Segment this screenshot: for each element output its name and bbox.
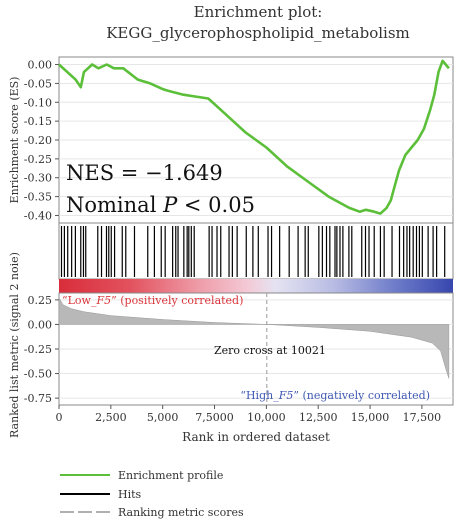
enrichment-profile-line — [58, 59, 450, 215]
xtick-label: 12,500 — [299, 411, 338, 424]
zero-cross-label: Zero cross at 10021 — [214, 344, 326, 357]
es-ytick-label: -0.10 — [24, 96, 52, 109]
xtick-label: 0 — [56, 411, 63, 424]
pvalue-italic: P — [162, 193, 178, 217]
high-correlated-label: “High_F5” (negatively correlated) — [240, 389, 430, 402]
high-label-prefix: “High_ — [240, 389, 279, 402]
hits-panel — [58, 222, 454, 280]
legend-label-enrichment: Enrichment profile — [118, 469, 223, 482]
metric-ytick-label: -0.50 — [24, 368, 52, 381]
metric-ytick-label: 0.00 — [28, 318, 53, 331]
legend-label-metric: Ranking metric scores — [118, 506, 244, 519]
es-ytick-label: -0.40 — [24, 209, 52, 222]
ranking-metric-area — [58, 296, 450, 379]
es-y-label: Enrichment score (ES) — [8, 77, 21, 204]
pvalue-prefix: Nominal — [66, 193, 163, 217]
metric-y-ticks: 0.25 0.00 -0.25 -0.50 -0.75 — [24, 294, 59, 405]
es-ytick-label: -0.35 — [24, 191, 52, 204]
xtick-label: 10,000 — [247, 411, 286, 424]
metric-ytick-label: 0.25 — [28, 294, 53, 307]
pvalue-text: Nominal P < 0.05 — [66, 193, 255, 217]
es-ytick-label: -0.05 — [24, 77, 52, 90]
hits-group — [60, 226, 446, 277]
chart-title-line1: Enrichment plot: — [194, 3, 323, 21]
x-axis-label: Rank in ordered dataset — [182, 430, 330, 444]
es-ytick-label: -0.15 — [24, 115, 52, 128]
low-label-suffix: ” (positively correlated) — [111, 294, 243, 307]
high-label-italic: F5 — [278, 389, 294, 402]
chart-title-line2: KEGG_glycerophospholipid_metabolism — [106, 24, 410, 42]
low-label-prefix: “Low_ — [62, 294, 97, 307]
low-label-italic: F5 — [95, 294, 111, 307]
metric-ytick-label: -0.25 — [24, 343, 52, 356]
nes-text: NES = −1.649 — [66, 161, 223, 185]
metric-y-label: Ranked list metric (signal 2 noie) — [8, 252, 21, 438]
xtick-label: 2,500 — [95, 411, 127, 424]
pvalue-suffix: < 0.05 — [177, 193, 255, 217]
es-ytick-label: -0.30 — [24, 172, 52, 185]
xtick-label: 15,000 — [351, 411, 390, 424]
es-grid — [59, 64, 453, 216]
low-correlated-label: “Low_F5” (positively correlated) — [62, 294, 243, 307]
es-ytick-label: 0.00 — [28, 59, 53, 72]
x-ticks: 0 2,500 5,000 7,5000 10,000 12,500 15,000 17,50… — [56, 405, 442, 424]
xtick-label: 5,000 — [147, 411, 179, 424]
rank-gradient-bar — [59, 279, 453, 293]
legend-label-hits: Hits — [118, 488, 142, 501]
es-ytick-label: -0.25 — [24, 153, 52, 166]
es-ytick-label: -0.20 — [24, 134, 52, 147]
es-y-ticks: 0.00 -0.05 -0.10 -0.15 -0.20 -0.25 -0.30 -0.35 -… — [24, 59, 59, 222]
high-label-suffix: ” (negatively correlated) — [293, 389, 430, 402]
metric-ytick-label: -0.75 — [24, 392, 52, 405]
xtick-label: 7,5000 — [195, 411, 234, 424]
xtick-label: 17,500 — [403, 411, 442, 424]
